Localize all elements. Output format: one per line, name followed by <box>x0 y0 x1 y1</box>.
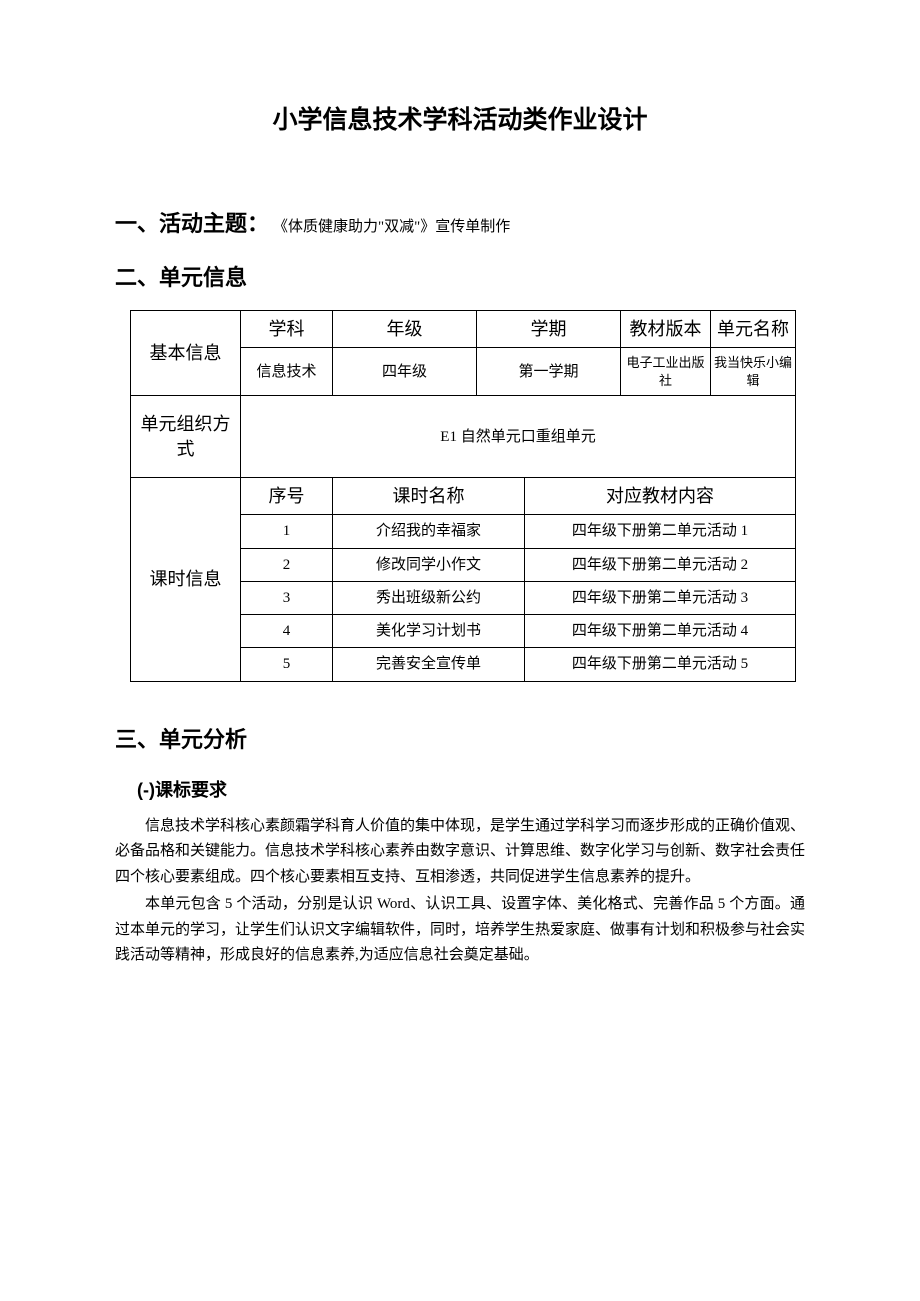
lesson-cell: 秀出班级新公约 <box>333 581 525 614</box>
seq-cell: 4 <box>241 615 333 648</box>
hdr-grade: 年级 <box>333 311 477 348</box>
doc-title: 小学信息技术学科活动类作业设计 <box>115 100 805 136</box>
lesson-cell: 美化学习计划书 <box>333 615 525 648</box>
section3-subhead: (-)课标要求 <box>137 776 805 802</box>
hdr-subject: 学科 <box>241 311 333 348</box>
content-cell: 四年级下册第二单元活动 2 <box>525 548 796 581</box>
seq-cell: 1 <box>241 515 333 548</box>
unit-info-table-wrap: 基本信息 学科 年级 学期 教材版本 单元名称 信息技术 四年级 第一学期 电子… <box>130 310 805 682</box>
seq-cell: 2 <box>241 548 333 581</box>
table-row: 单元组织方式 E1 自然单元口重组单元 <box>131 396 796 478</box>
val-subject: 信息技术 <box>241 348 333 396</box>
col-seq: 序号 <box>241 477 333 514</box>
seq-cell: 3 <box>241 581 333 614</box>
unit-info-table: 基本信息 学科 年级 学期 教材版本 单元名称 信息技术 四年级 第一学期 电子… <box>130 310 796 682</box>
section-unit-info: 二、单元信息 基本信息 学科 年级 学期 教材版本 单元名称 信息技术 四年级 <box>115 260 805 682</box>
section1-name: 活动主题： <box>159 211 269 236</box>
basic-info-label: 基本信息 <box>131 311 241 396</box>
section1-subtitle: 《体质健康助力"双减"》宣传单制作 <box>273 219 510 235</box>
seq-cell: 5 <box>241 648 333 681</box>
org-label: 单元组织方式 <box>131 396 241 478</box>
content-cell: 四年级下册第二单元活动 1 <box>525 515 796 548</box>
section1-num: 一、 <box>115 211 159 236</box>
content-cell: 四年级下册第二单元活动 3 <box>525 581 796 614</box>
content-cell: 四年级下册第二单元活动 5 <box>525 648 796 681</box>
val-term: 第一学期 <box>477 348 621 396</box>
lesson-cell: 介绍我的幸福家 <box>333 515 525 548</box>
section2-name: 单元信息 <box>159 265 247 290</box>
para-2: 本单元包含 5 个活动，分别是认识 Word、认识工具、设置字体、美化格式、完善… <box>115 892 805 969</box>
section-unit-analysis: 三、单元分析 (-)课标要求 信息技术学科核心素颜霜学科育人价值的集中体现，是学… <box>115 722 805 969</box>
lesson-cell: 修改同学小作文 <box>333 548 525 581</box>
hdr-term: 学期 <box>477 311 621 348</box>
lesson-info-label: 课时信息 <box>131 477 241 681</box>
table-row: 课时信息 序号 课时名称 对应教材内容 <box>131 477 796 514</box>
hdr-unitname: 单元名称 <box>711 311 796 348</box>
col-lesson: 课时名称 <box>333 477 525 514</box>
page: 小学信息技术学科活动类作业设计 一、活动主题： 《体质健康助力"双减"》宣传单制… <box>0 0 920 1301</box>
val-version: 电子工业出版社 <box>621 348 711 396</box>
table-row: 基本信息 学科 年级 学期 教材版本 单元名称 <box>131 311 796 348</box>
section2-num: 二、 <box>115 265 159 290</box>
val-grade: 四年级 <box>333 348 477 396</box>
org-value: E1 自然单元口重组单元 <box>241 396 796 478</box>
hdr-version: 教材版本 <box>621 311 711 348</box>
para-1: 信息技术学科核心素颜霜学科育人价值的集中体现，是学生通过学科学习而逐步形成的正确… <box>115 814 805 891</box>
content-cell: 四年级下册第二单元活动 4 <box>525 615 796 648</box>
val-unitname: 我当快乐小编辑 <box>711 348 796 396</box>
lesson-cell: 完善安全宣传单 <box>333 648 525 681</box>
section-activity-theme: 一、活动主题： 《体质健康助力"双减"》宣传单制作 <box>115 206 805 238</box>
col-content: 对应教材内容 <box>525 477 796 514</box>
section3-name: 单元分析 <box>159 727 247 752</box>
section3-num: 三、 <box>115 727 159 752</box>
